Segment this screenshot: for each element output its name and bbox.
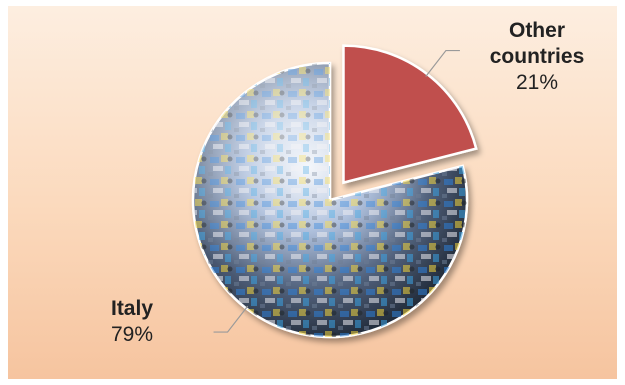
slice-percent-italy: 79% bbox=[110, 323, 154, 346]
pie-slice-italy bbox=[191, 61, 469, 339]
slice-name-other-countries: Other countries bbox=[489, 19, 585, 68]
leader-line-other-countries bbox=[425, 49, 460, 77]
slice-name-italy: Italy bbox=[110, 297, 154, 320]
pie-slice-other-countries bbox=[342, 44, 478, 185]
slice-percent-other-countries: 21% bbox=[515, 71, 559, 94]
data-label-other-countries: Other countries 21% bbox=[462, 18, 612, 96]
leader-line-italy bbox=[213, 305, 249, 333]
data-label-italy: Italy 79% bbox=[72, 296, 192, 348]
